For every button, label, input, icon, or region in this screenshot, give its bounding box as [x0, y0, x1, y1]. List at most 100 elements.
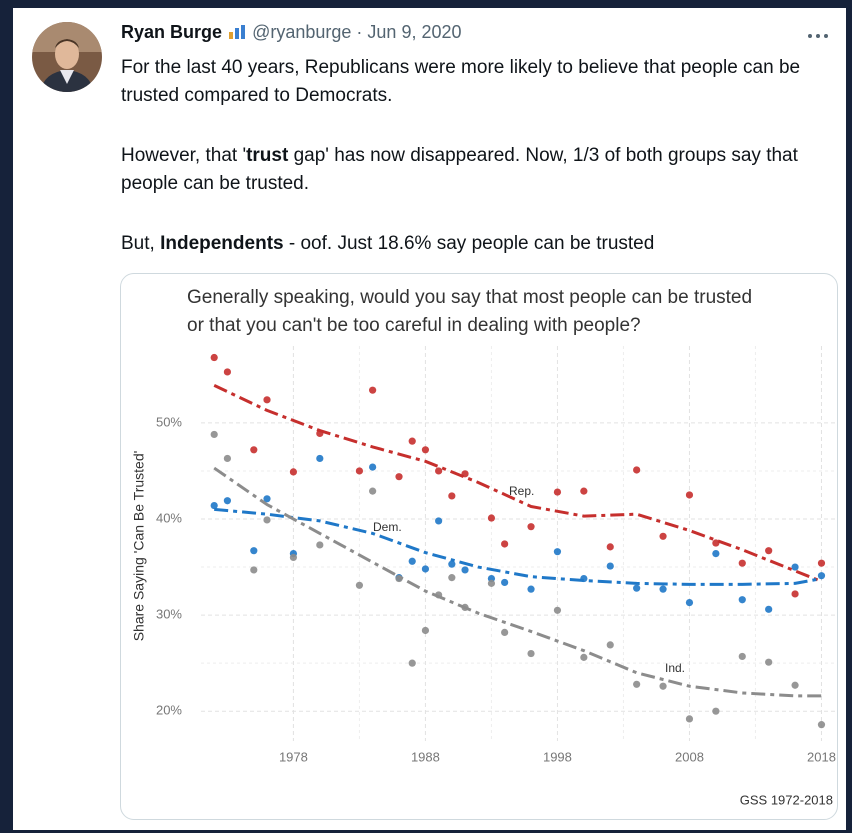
chart: Generally speaking, would you say that m…	[131, 287, 836, 807]
data-point	[421, 446, 430, 454]
trend-line	[213, 466, 822, 698]
x-tick-label: 1978	[279, 749, 308, 764]
trend-line	[214, 507, 822, 586]
data-point	[263, 495, 271, 503]
y-tick-label: 50%	[156, 414, 182, 429]
data-point	[606, 543, 614, 551]
data-point	[791, 590, 799, 598]
data-point	[580, 487, 588, 495]
data-point	[738, 559, 746, 567]
data-point	[791, 563, 799, 571]
data-point	[250, 547, 258, 555]
data-point	[223, 368, 232, 376]
data-point	[408, 437, 416, 445]
data-point	[421, 626, 430, 635]
data-point	[765, 658, 773, 666]
tweet-header: Ryan Burge @ryanburge · Jun 9, 2020	[121, 22, 462, 43]
y-axis-label: Share Saying 'Can Be Trusted'	[131, 451, 147, 642]
data-point	[580, 653, 588, 661]
data-point	[487, 579, 496, 587]
data-point	[263, 516, 271, 524]
data-point	[659, 532, 667, 540]
data-point	[250, 566, 258, 574]
data-point	[633, 466, 641, 474]
data-point	[369, 386, 377, 394]
data-point	[553, 488, 562, 496]
data-point	[487, 514, 496, 522]
data-point	[448, 492, 456, 500]
data-point	[765, 547, 773, 555]
handle[interactable]: @ryanburge	[252, 22, 352, 42]
data-point	[501, 540, 509, 548]
series-label: Dem.	[373, 520, 402, 534]
text-run: gap' has now disappeared. Now, 1/3 of bo…	[121, 145, 798, 194]
series-label: Ind.	[665, 661, 685, 675]
text-run: - oof. Just 18.6% say people can be trus…	[283, 233, 655, 254]
data-point	[633, 584, 641, 592]
data-point	[817, 559, 826, 567]
data-point	[817, 721, 826, 729]
data-point	[210, 501, 218, 510]
data-point	[501, 628, 509, 636]
caption: GSS 1972-2018	[740, 792, 833, 807]
avatar[interactable]	[32, 22, 102, 92]
chart-card: Generally speaking, would you say that m…	[120, 273, 838, 820]
data-point	[659, 682, 667, 690]
date[interactable]: Jun 9, 2020	[367, 22, 462, 42]
data-point	[527, 585, 535, 593]
paragraph: For the last 40 years, Republicans were …	[121, 54, 843, 110]
series-label: Rep.	[509, 484, 534, 498]
bold-text: Independents	[160, 233, 284, 254]
data-point	[355, 581, 364, 589]
data-point	[527, 523, 535, 531]
data-point	[289, 468, 298, 476]
data-point	[316, 541, 324, 549]
author-name[interactable]: Ryan Burge	[121, 22, 223, 42]
data-point	[685, 491, 694, 499]
data-point	[461, 566, 469, 574]
data-point	[435, 517, 443, 525]
data-point	[210, 353, 218, 362]
data-point	[395, 473, 403, 481]
x-tick-label: 1998	[543, 749, 572, 764]
y-tick-label: 30%	[156, 607, 182, 622]
data-point	[738, 596, 746, 604]
data-point	[223, 497, 232, 505]
separator: ·	[356, 22, 363, 42]
data-point	[553, 548, 562, 556]
tweet-text: For the last 40 years, Republicans were …	[121, 54, 843, 290]
data-point	[369, 487, 377, 495]
data-point	[421, 565, 430, 573]
data-point	[408, 557, 416, 565]
data-point	[408, 659, 416, 667]
data-point	[817, 572, 826, 580]
data-point	[316, 454, 324, 463]
data-point	[527, 649, 535, 658]
data-point	[448, 560, 456, 568]
data-point	[685, 715, 694, 723]
text-run: But,	[121, 233, 161, 254]
data-point	[369, 463, 377, 471]
emoji	[229, 25, 246, 39]
text-run: However, that '	[121, 145, 247, 166]
data-point	[712, 549, 720, 558]
data-point	[435, 467, 443, 475]
x-tick-label: 1988	[411, 749, 440, 764]
data-point	[633, 680, 641, 688]
x-tick-label: 2008	[675, 749, 704, 764]
y-tick-label: 20%	[156, 703, 182, 718]
data-point	[223, 454, 232, 463]
trend-line	[213, 384, 823, 583]
data-point	[791, 681, 799, 689]
data-point	[606, 562, 614, 570]
paragraph: But, Independents - oof. Just 18.6% say …	[121, 230, 843, 258]
data-point	[501, 578, 509, 587]
data-point	[765, 605, 773, 613]
data-point	[210, 430, 218, 439]
data-point	[448, 574, 456, 582]
paragraph: However, that 'trust gap' has now disapp…	[121, 142, 843, 198]
more-menu[interactable]	[806, 32, 830, 40]
data-point	[263, 396, 271, 404]
text-run: For the last 40 years, Republicans were …	[121, 57, 801, 106]
